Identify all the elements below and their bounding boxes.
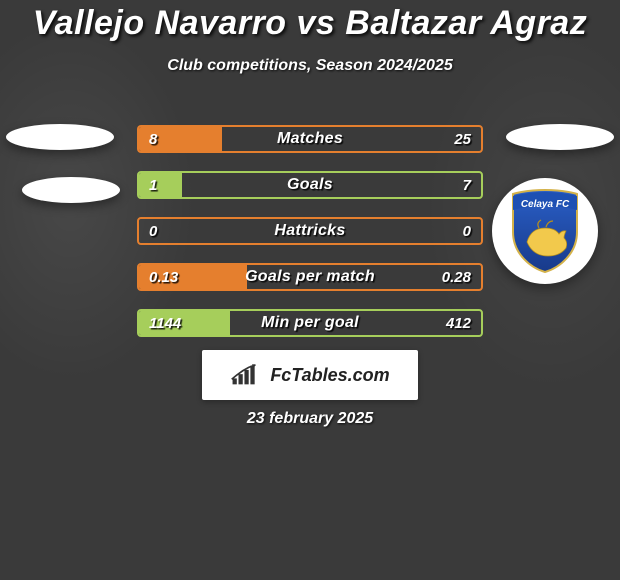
stat-label: Hattricks xyxy=(139,222,481,240)
stat-value-right: 0 xyxy=(463,223,481,240)
stat-label: Goals xyxy=(139,176,481,194)
date: 23 february 2025 xyxy=(0,410,620,428)
player-placeholder-right-1 xyxy=(506,124,614,150)
page-title: Vallejo Navarro vs Baltazar Agraz xyxy=(0,4,620,43)
chart-icon xyxy=(230,363,264,387)
player-placeholder-left-1 xyxy=(6,124,114,150)
stat-label: Matches xyxy=(139,130,481,148)
stat-row-matches: 8 Matches 25 xyxy=(137,125,483,153)
stat-value-right: 0.28 xyxy=(442,269,481,286)
brand-badge: FcTables.com xyxy=(202,350,418,400)
stat-row-goals: 1 Goals 7 xyxy=(137,171,483,199)
comparison-rows: 8 Matches 25 1 Goals 7 0 Hattricks 0 0.1… xyxy=(137,125,483,355)
stat-value-right: 25 xyxy=(454,131,481,148)
shield-icon: Celaya FC xyxy=(507,188,583,274)
stat-label: Goals per match xyxy=(139,268,481,286)
svg-text:Celaya FC: Celaya FC xyxy=(521,199,570,210)
player-placeholder-left-2 xyxy=(22,177,120,203)
subtitle: Club competitions, Season 2024/2025 xyxy=(0,57,620,75)
stat-label: Min per goal xyxy=(139,314,481,332)
stat-value-right: 412 xyxy=(446,315,481,332)
stat-row-min-per-goal: 1144 Min per goal 412 xyxy=(137,309,483,337)
stat-row-hattricks: 0 Hattricks 0 xyxy=(137,217,483,245)
stat-row-goals-per-match: 0.13 Goals per match 0.28 xyxy=(137,263,483,291)
brand-text: FcTables.com xyxy=(270,365,389,386)
club-badge: Celaya FC xyxy=(492,178,598,284)
stat-value-right: 7 xyxy=(463,177,481,194)
